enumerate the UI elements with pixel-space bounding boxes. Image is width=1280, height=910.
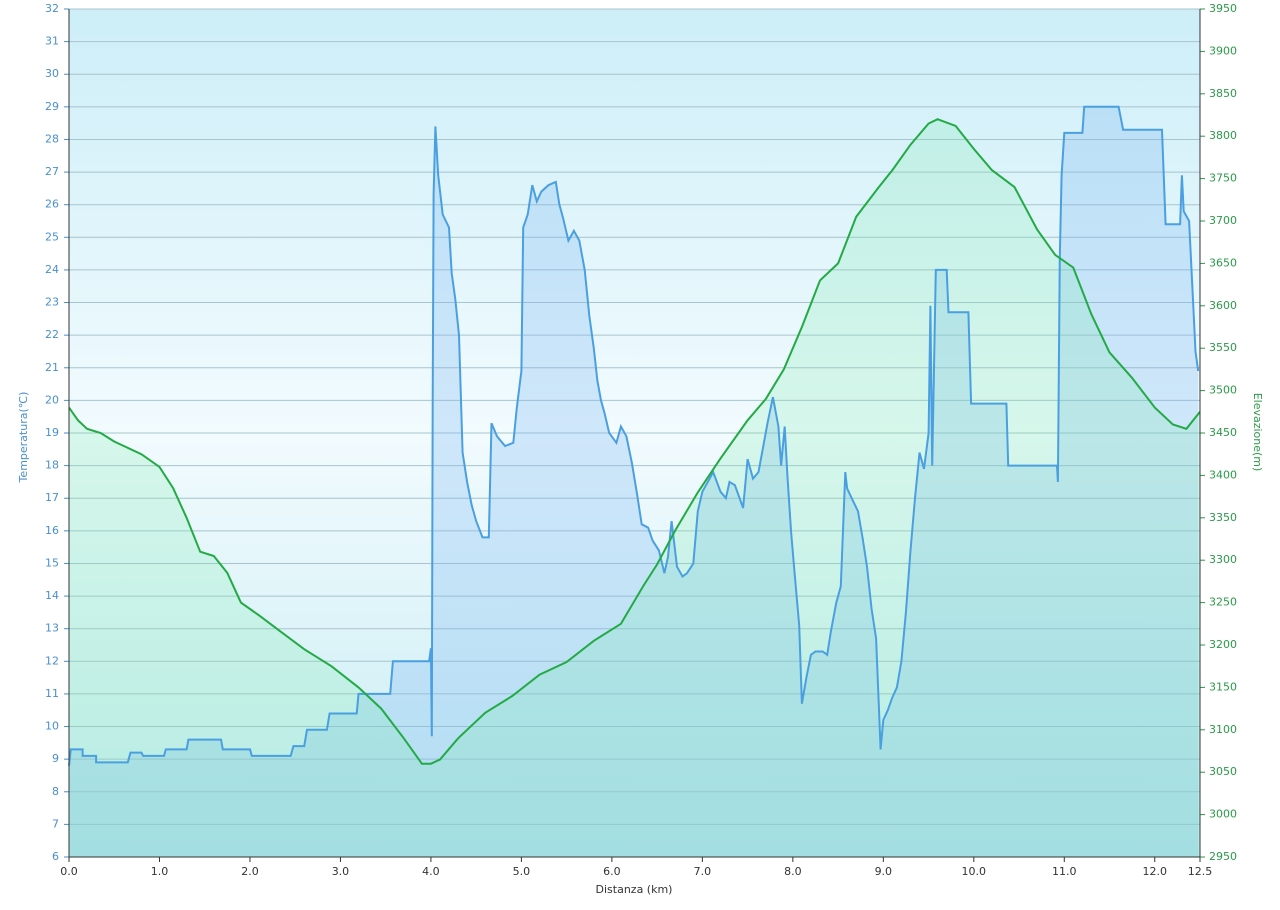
y2-tick-label: 3550 <box>1209 341 1237 354</box>
y-tick-label: 19 <box>45 426 59 439</box>
y2-tick-label: 3000 <box>1209 808 1237 821</box>
x-tick-label: 6.0 <box>603 865 621 878</box>
y2-tick-label: 3950 <box>1209 2 1237 15</box>
x-tick-label: 3.0 <box>332 865 350 878</box>
y-tick-label: 17 <box>45 491 59 504</box>
x-tick-label: 1.0 <box>151 865 169 878</box>
y-tick-label: 30 <box>45 67 59 80</box>
y2-tick-label: 3600 <box>1209 299 1237 312</box>
y-tick-label: 14 <box>45 589 59 602</box>
y2-tick-label: 3850 <box>1209 87 1237 100</box>
y-tick-label: 24 <box>45 263 59 276</box>
y-tick-label: 16 <box>45 524 59 537</box>
x-tick-label: 8.0 <box>784 865 802 878</box>
x-tick-label: 4.0 <box>422 865 440 878</box>
y-tick-label: 13 <box>45 622 59 635</box>
x-axis-label: Distanza (km) <box>596 883 673 896</box>
y2-tick-label: 3700 <box>1209 214 1237 227</box>
y-tick-label: 6 <box>52 850 59 863</box>
x-tick-label: 12.0 <box>1143 865 1168 878</box>
y-tick-label: 15 <box>45 556 59 569</box>
y-tick-label: 8 <box>52 785 59 798</box>
line-series <box>68 118 1201 765</box>
x-tick-label: 2.0 <box>241 865 259 878</box>
x-tick-label: 9.0 <box>875 865 893 878</box>
y2-tick-label: 3450 <box>1209 426 1237 439</box>
y-tick-label: 12 <box>45 654 59 667</box>
y-tick-label: 28 <box>45 132 59 145</box>
x-tick-label: 11.0 <box>1052 865 1077 878</box>
area-fill <box>69 106 1199 858</box>
y2-tick-label: 2950 <box>1209 850 1237 863</box>
y2-tick-label: 3400 <box>1209 468 1237 481</box>
y-tick-label: 25 <box>45 230 59 243</box>
y-tick-label: 29 <box>45 100 59 113</box>
y-tick-label: 7 <box>52 817 59 830</box>
y-tick-label: 27 <box>45 165 59 178</box>
x-tick-label: 7.0 <box>694 865 712 878</box>
y2-tick-label: 3750 <box>1209 172 1237 185</box>
area-fill <box>69 119 1200 857</box>
y2-tick-label: 3800 <box>1209 129 1237 142</box>
y-tick-label: 10 <box>45 720 59 733</box>
y2-tick-label: 3350 <box>1209 511 1237 524</box>
x-tick-label: 12.5 <box>1188 865 1213 878</box>
y-tick-label: 26 <box>45 198 59 211</box>
y-tick-label: 22 <box>45 328 59 341</box>
y-tick-label: 21 <box>45 361 59 374</box>
x-tick-label: 0.0 <box>60 865 78 878</box>
y2-tick-label: 3250 <box>1209 596 1237 609</box>
y2-tick-label: 3100 <box>1209 723 1237 736</box>
y2-tick-label: 3900 <box>1209 44 1237 57</box>
line-series <box>68 105 1200 766</box>
y-tick-label: 32 <box>45 2 59 15</box>
y-tick-label: 11 <box>45 687 59 700</box>
y-tick-label: 9 <box>52 752 59 765</box>
y-tick-label: 20 <box>45 393 59 406</box>
x-tick-label: 5.0 <box>513 865 531 878</box>
y-tick-label: 31 <box>45 35 59 48</box>
y-axis-label: Temperatura(℃) <box>17 392 30 484</box>
y2-tick-label: 3050 <box>1209 765 1237 778</box>
x-tick-label: 10.0 <box>962 865 987 878</box>
y2-tick-label: 3200 <box>1209 638 1237 651</box>
y2-tick-label: 3500 <box>1209 384 1237 397</box>
y-tick-label: 18 <box>45 459 59 472</box>
y-tick-label: 23 <box>45 296 59 309</box>
y2-tick-label: 3300 <box>1209 553 1237 566</box>
y2-tick-label: 3150 <box>1209 680 1237 693</box>
y2-axis-label: Elevazione(m) <box>1251 393 1264 472</box>
y2-tick-label: 3650 <box>1209 256 1237 269</box>
